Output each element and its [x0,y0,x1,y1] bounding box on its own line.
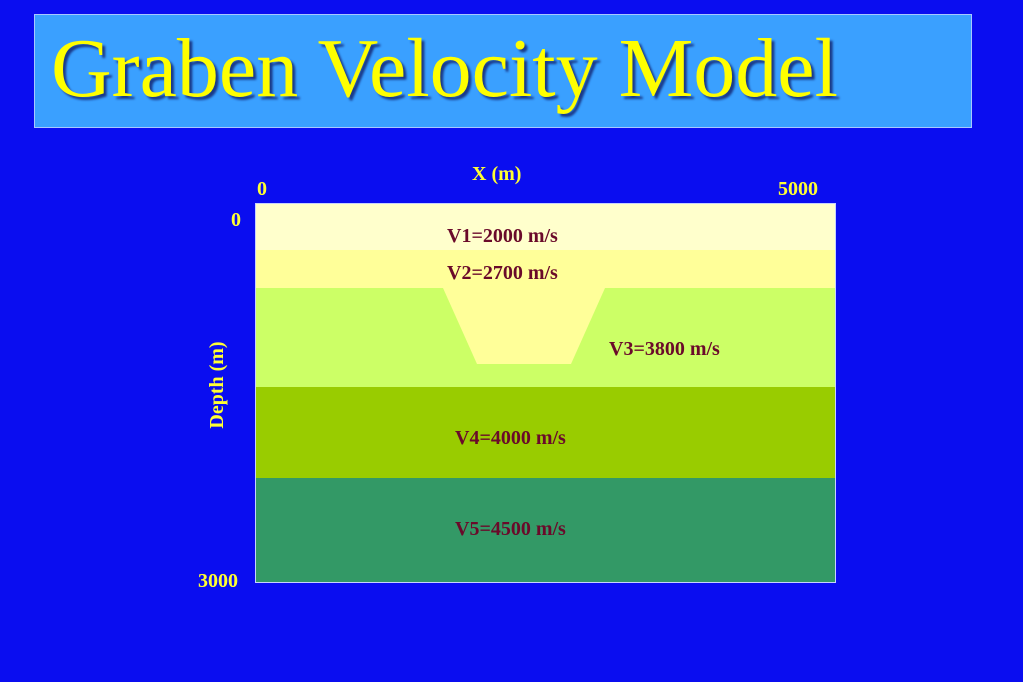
layer-v2-label: V2=2700 m/s [447,262,558,284]
graben-fill [443,288,605,364]
y-tick-label-min: 0 [231,209,241,231]
x-axis-label: X (m) [472,163,522,185]
layer-v1 [256,204,835,250]
layer-v1-label: V1=2000 m/s [447,225,558,247]
y-tick-label-max: 3000 [198,570,238,592]
layer-v4 [256,387,835,478]
x-tick-label-max: 5000 [778,178,818,200]
title-banner: Graben Velocity Model [34,14,972,128]
page-title: Graben Velocity Model [51,22,838,115]
x-tick-label-min: 0 [257,178,267,200]
layer-v5 [256,478,835,582]
velocity-model-diagram: V1=2000 m/s V2=2700 m/s V3=3800 m/s V4=4… [255,203,836,583]
layer-v3-label: V3=3800 m/s [609,338,720,360]
layer-v2 [256,250,835,288]
y-axis-label: Depth (m) [206,341,228,429]
layer-v4-label: V4=4000 m/s [455,427,566,449]
velocity-model-svg [256,204,835,582]
layer-v5-label: V5=4500 m/s [455,518,566,540]
